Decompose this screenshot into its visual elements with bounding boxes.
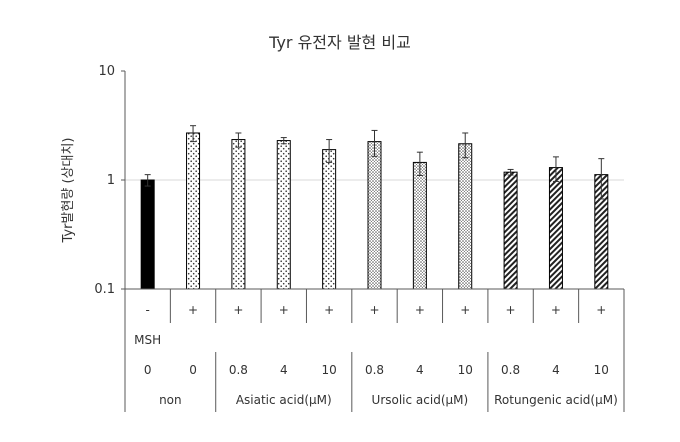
msh-sign: + bbox=[415, 303, 425, 317]
bar bbox=[140, 179, 155, 290]
dose-label: 0 bbox=[189, 363, 197, 377]
y-tick-label: 1 bbox=[107, 173, 115, 188]
bar bbox=[186, 132, 201, 290]
bar bbox=[548, 167, 563, 290]
chart-title: Tyr 유전자 발현 비교 bbox=[268, 33, 411, 52]
msh-row-label: MSH bbox=[134, 333, 161, 347]
bar bbox=[367, 141, 382, 290]
group-label: Asiatic acid(μM) bbox=[236, 393, 332, 407]
y-tick-label: 10 bbox=[98, 64, 115, 79]
bar bbox=[503, 171, 518, 290]
bar bbox=[412, 161, 427, 290]
group-label: non bbox=[159, 393, 182, 407]
msh-sign: + bbox=[188, 303, 198, 317]
dose-label: 4 bbox=[416, 363, 424, 377]
y-axis-label: Tyr발현량 (상대치) bbox=[61, 138, 76, 244]
bar bbox=[322, 149, 337, 290]
msh-sign: + bbox=[279, 303, 289, 317]
msh-sign: + bbox=[233, 303, 243, 317]
bar bbox=[231, 139, 246, 290]
dose-label: 0.8 bbox=[229, 363, 248, 377]
msh-sign: + bbox=[551, 303, 561, 317]
bar bbox=[458, 143, 473, 290]
dose-label: 0.8 bbox=[365, 363, 384, 377]
group-label: Rotungenic acid(μM) bbox=[494, 393, 618, 407]
dose-label: 10 bbox=[458, 363, 473, 377]
msh-sign: + bbox=[460, 303, 470, 317]
bar bbox=[276, 140, 291, 290]
dose-label: 10 bbox=[321, 363, 336, 377]
msh-sign: + bbox=[596, 303, 606, 317]
msh-sign: + bbox=[506, 303, 516, 317]
bars-layer bbox=[140, 125, 609, 290]
msh-sign: + bbox=[369, 303, 379, 317]
y-axis: 0.1 1 10 bbox=[94, 64, 126, 297]
category-table: - 0 +0 +0.8 +4 +10 +0.8 +4 +10 +0.8 +4 +10 MSH non Asi… bbox=[124, 288, 625, 412]
group-label: Ursolic acid(μM) bbox=[372, 393, 469, 407]
dose-label: 4 bbox=[552, 363, 560, 377]
dose-label: 4 bbox=[280, 363, 288, 377]
msh-sign: + bbox=[324, 303, 334, 317]
msh-sign: - bbox=[146, 303, 150, 317]
dose-label: 10 bbox=[594, 363, 609, 377]
dose-label: 0 bbox=[144, 363, 152, 377]
dose-label: 0.8 bbox=[501, 363, 520, 377]
y-tick-label: 0.1 bbox=[94, 282, 115, 297]
